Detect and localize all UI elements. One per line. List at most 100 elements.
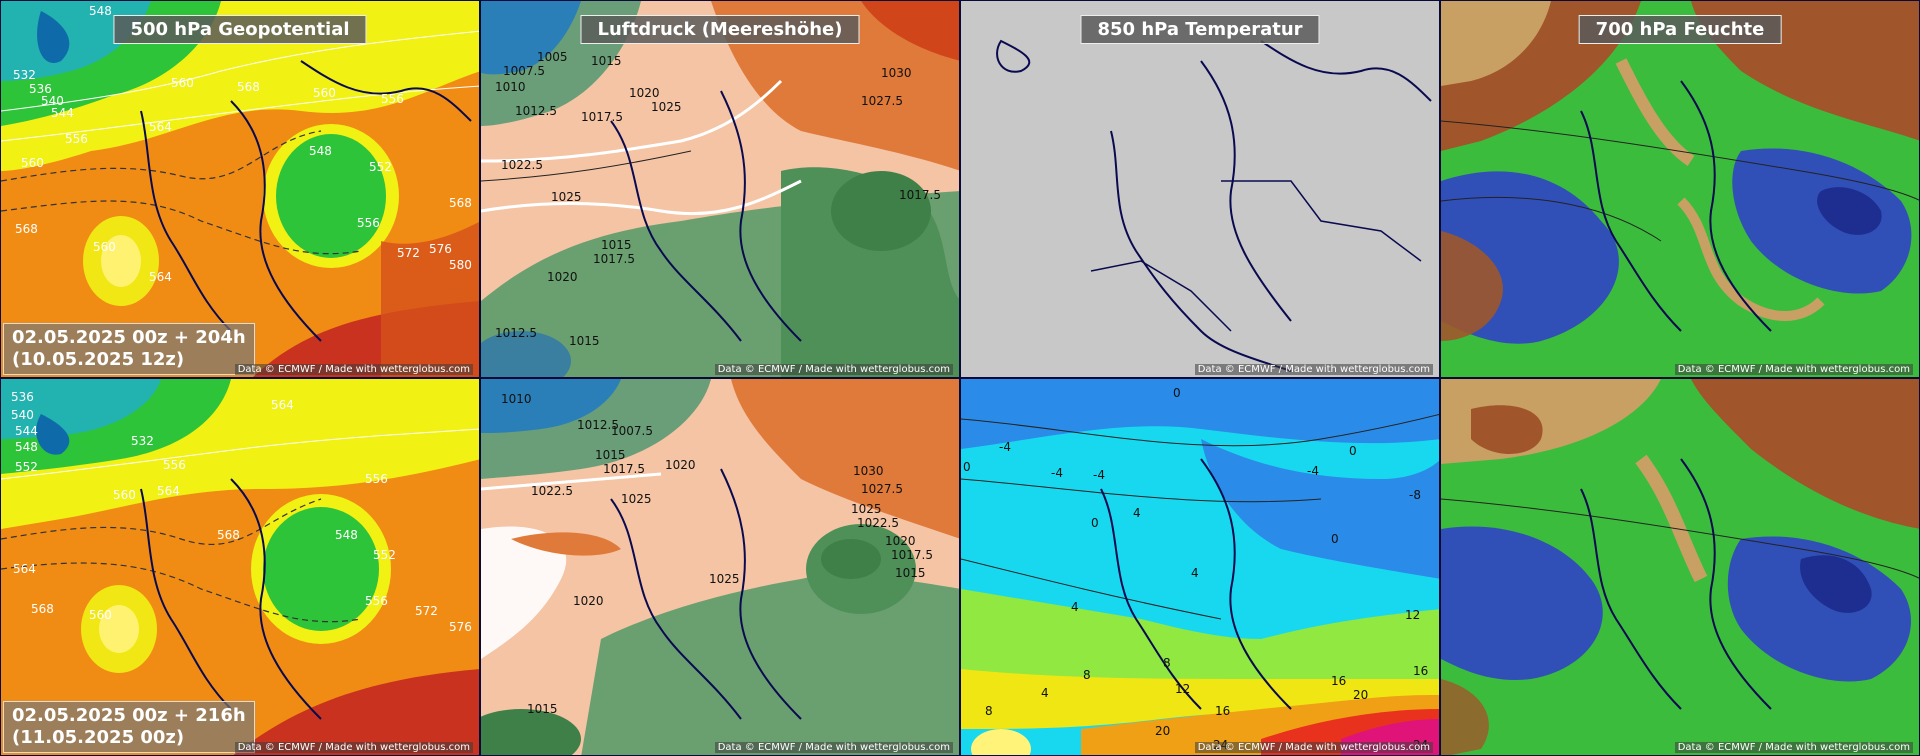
svg-text:564: 564	[157, 484, 180, 498]
svg-text:560: 560	[313, 86, 336, 100]
svg-text:1020: 1020	[885, 534, 916, 548]
svg-text:1017.5: 1017.5	[899, 188, 941, 202]
panel-temperature-r2[interactable]: 0 -4 -4 0 -4 4 0 -4 0 4 8 4 8 12 16 20 2…	[960, 378, 1440, 756]
panel-title-temperature-r1: 850 hPa Temperatur	[1080, 15, 1320, 44]
svg-text:556: 556	[357, 216, 380, 230]
svg-text:16: 16	[1215, 704, 1230, 718]
panel-geopotential-r2[interactable]: 536 540 544 548 552 532 556 560 564 564 …	[0, 378, 480, 756]
svg-text:556: 556	[365, 472, 388, 486]
panel-geopotential-r1[interactable]: 532 536 540 544 548 556 560 560 564 568 …	[0, 0, 480, 378]
svg-text:568: 568	[15, 222, 38, 236]
geopotential-map-r2: 536 540 544 548 552 532 556 560 564 564 …	[1, 379, 479, 755]
pressure-map-r2: 1010 1007.5 1012.5 1015 1017.5 1020 1022…	[481, 379, 959, 755]
svg-text:8: 8	[985, 704, 993, 718]
svg-text:560: 560	[113, 488, 136, 502]
forecast-valid-label-r1: (10.05.2025 12z)	[12, 349, 185, 370]
svg-text:20: 20	[1353, 688, 1368, 702]
geo-r1-contour-labels: 532 536 540 544 548 556 560 560 564 568 …	[13, 4, 472, 284]
temperature-map-r1-empty	[961, 1, 1439, 377]
forecast-run-label-r1: 02.05.2025 00z + 204h	[12, 327, 246, 348]
credit-text: Data © ECMWF / Made with wetterglobus.co…	[1674, 742, 1913, 753]
svg-text:1015: 1015	[895, 566, 926, 580]
svg-text:8: 8	[1163, 656, 1171, 670]
svg-text:16: 16	[1413, 664, 1428, 678]
panel-pressure-r1[interactable]: 1005 1010 1007.5 1012.5 1015 1017.5 1020…	[480, 0, 960, 378]
svg-text:1020: 1020	[547, 270, 578, 284]
panel-humidity-r1[interactable]: 700 hPa Feuchte Data © ECMWF / Made with…	[1440, 0, 1920, 378]
credit-text: Data © ECMWF / Made with wetterglobus.co…	[1674, 364, 1913, 375]
credit-text: Data © ECMWF / Made with wetterglobus.co…	[1194, 742, 1433, 753]
svg-text:1015: 1015	[591, 54, 622, 68]
svg-text:1017.5: 1017.5	[581, 110, 623, 124]
svg-text:4: 4	[1191, 566, 1199, 580]
svg-text:1027.5: 1027.5	[861, 94, 903, 108]
forecast-run-label-r2: 02.05.2025 00z + 216h	[12, 705, 246, 726]
forecast-time-box-r1: 02.05.2025 00z + 204h (10.05.2025 12z)	[3, 323, 255, 375]
svg-text:20: 20	[1155, 724, 1170, 738]
geo-r2-contour-labels: 536 540 544 548 552 532 556 560 564 564 …	[11, 390, 472, 634]
pres-r2-contour-labels: 1010 1007.5 1012.5 1015 1017.5 1020 1022…	[501, 392, 933, 716]
svg-text:1015: 1015	[601, 238, 632, 252]
svg-text:1015: 1015	[595, 448, 626, 462]
svg-text:0: 0	[963, 460, 971, 474]
svg-text:532: 532	[131, 434, 154, 448]
svg-text:552: 552	[369, 160, 392, 174]
svg-text:552: 552	[373, 548, 396, 562]
svg-text:1027.5: 1027.5	[861, 482, 903, 496]
svg-text:0: 0	[1173, 386, 1181, 400]
svg-text:1020: 1020	[629, 86, 660, 100]
svg-text:536: 536	[11, 390, 34, 404]
svg-text:576: 576	[429, 242, 452, 256]
svg-text:540: 540	[11, 408, 34, 422]
svg-text:1030: 1030	[853, 464, 884, 478]
svg-text:1022.5: 1022.5	[531, 484, 573, 498]
svg-text:1005: 1005	[537, 50, 568, 64]
svg-text:568: 568	[449, 196, 472, 210]
credit-text: Data © ECMWF / Made with wetterglobus.co…	[234, 364, 473, 375]
credit-text: Data © ECMWF / Made with wetterglobus.co…	[234, 742, 473, 753]
svg-text:556: 556	[381, 92, 404, 106]
svg-text:1015: 1015	[569, 334, 600, 348]
svg-text:564: 564	[149, 270, 172, 284]
credit-text: Data © ECMWF / Made with wetterglobus.co…	[714, 742, 953, 753]
svg-text:1025: 1025	[709, 572, 740, 586]
svg-text:1017.5: 1017.5	[891, 548, 933, 562]
geopotential-map-r1: 532 536 540 544 548 556 560 560 564 568 …	[1, 1, 479, 377]
panel-humidity-r2[interactable]: Data © ECMWF / Made with wetterglobus.co…	[1440, 378, 1920, 756]
svg-text:1007.5: 1007.5	[503, 64, 545, 78]
svg-text:564: 564	[13, 562, 36, 576]
panel-pressure-r2[interactable]: 1010 1007.5 1012.5 1015 1017.5 1020 1022…	[480, 378, 960, 756]
svg-text:16: 16	[1331, 674, 1346, 688]
svg-text:0: 0	[1349, 444, 1357, 458]
svg-text:1012.5: 1012.5	[577, 418, 619, 432]
svg-text:548: 548	[89, 4, 112, 18]
svg-text:1025: 1025	[851, 502, 882, 516]
svg-text:580: 580	[449, 258, 472, 272]
svg-text:560: 560	[171, 76, 194, 90]
svg-text:548: 548	[335, 528, 358, 542]
panel-title-geopotential-r1: 500 hPa Geopotential	[113, 15, 367, 44]
svg-text:560: 560	[21, 156, 44, 170]
svg-text:1020: 1020	[573, 594, 604, 608]
svg-text:1012.5: 1012.5	[515, 104, 557, 118]
temp-r2-contour-labels: 0 -4 -4 0 -4 4 0 -4 0 4 8 4 8 12 16 20 2…	[963, 386, 1428, 752]
svg-text:540: 540	[41, 94, 64, 108]
svg-text:1010: 1010	[501, 392, 532, 406]
svg-text:-4: -4	[1093, 468, 1105, 482]
svg-text:532: 532	[13, 68, 36, 82]
pres-r1-contour-labels: 1005 1010 1007.5 1012.5 1015 1017.5 1020…	[495, 50, 941, 348]
svg-text:1010: 1010	[495, 80, 526, 94]
svg-text:576: 576	[449, 620, 472, 634]
svg-text:564: 564	[149, 120, 172, 134]
svg-text:-4: -4	[999, 440, 1011, 454]
credit-text: Data © ECMWF / Made with wetterglobus.co…	[714, 364, 953, 375]
panel-title-pressure-r1: Luftdruck (Meereshöhe)	[580, 15, 860, 44]
svg-text:8: 8	[1083, 668, 1091, 682]
svg-text:12: 12	[1405, 608, 1420, 622]
panel-temperature-r1[interactable]: 850 hPa Temperatur Data © ECMWF / Made w…	[960, 0, 1440, 378]
svg-text:560: 560	[89, 608, 112, 622]
svg-text:0: 0	[1091, 516, 1099, 530]
humidity-map-r2	[1441, 379, 1919, 755]
humidity-map-r1	[1441, 1, 1919, 377]
